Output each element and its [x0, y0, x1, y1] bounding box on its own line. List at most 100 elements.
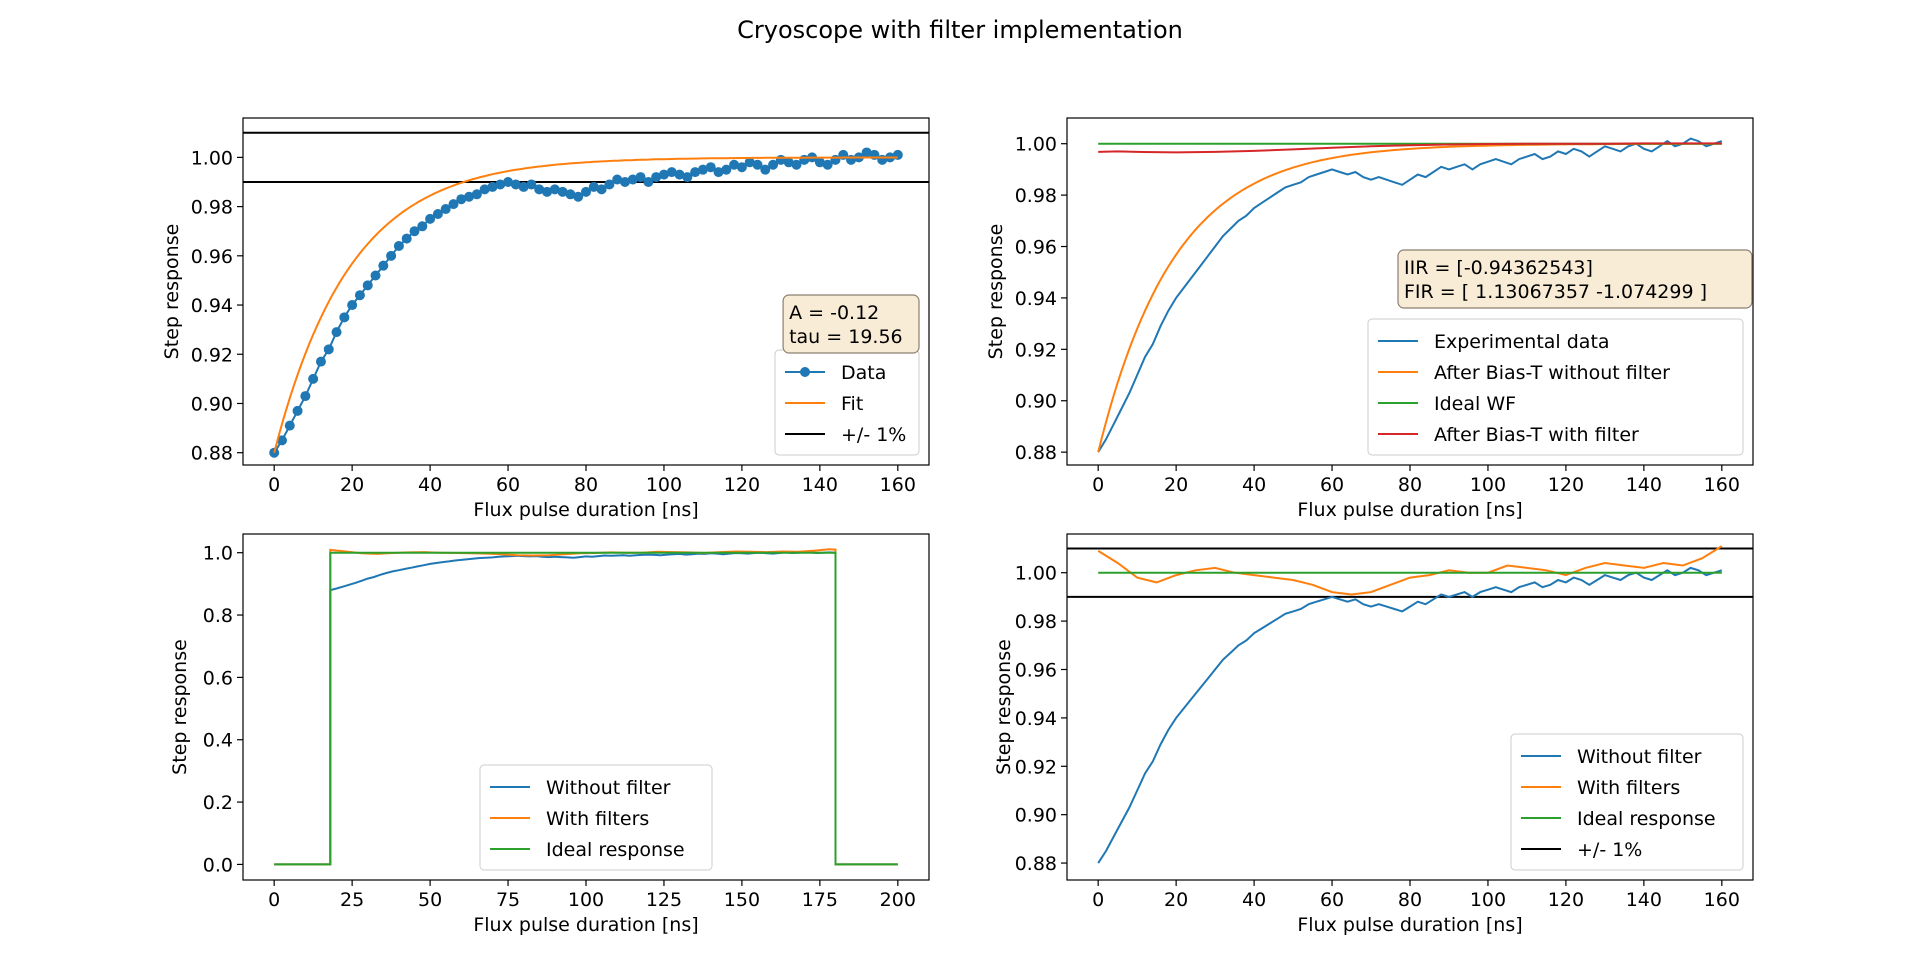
legend: Without filter With filters Ideal response [479, 764, 713, 871]
data-point [479, 184, 490, 195]
plot-filtered-step: 0 20 40 60 80 100 120 140 160 0.88 0.90 0.92 0.94 0.9… [993, 533, 1754, 936]
y-tick-label: 0.88 [1015, 853, 1057, 875]
x-tick-label: 100 [1470, 474, 1506, 496]
y-tick-label: 0.2 [203, 792, 233, 814]
data-point [526, 179, 537, 190]
y-tick-label: 0.92 [1015, 756, 1057, 778]
x-axis-label: Flux pulse duration [ns] [473, 914, 698, 936]
legend: Data Fit +/- 1% [774, 349, 920, 456]
x-tick-label: 20 [340, 474, 364, 496]
legend-label: After Bias-T with filter [1434, 424, 1639, 446]
data-point [557, 186, 568, 197]
series-line-experimental-data [1097, 137, 1723, 453]
data-point [713, 167, 724, 178]
plot-filter-design: 0 20 40 60 80 100 120 140 160 0.88 0.90 0.92 0.94 0.9… [985, 117, 1754, 521]
data-point [674, 169, 685, 180]
y-tick-label: 0.88 [1015, 442, 1057, 464]
x-tick-label: 50 [418, 889, 442, 911]
x-tick-label: 60 [1320, 889, 1344, 911]
data-point [503, 176, 514, 187]
data-point [495, 179, 506, 190]
data-point [627, 174, 638, 185]
y-tick-label: 0.96 [191, 246, 233, 268]
legend-marker [800, 367, 810, 377]
data-point [729, 159, 740, 170]
data-point [308, 373, 319, 384]
data-point [760, 164, 771, 175]
data-point [651, 172, 662, 183]
x-tick-label: 100 [646, 474, 682, 496]
x-tick-label: 140 [1626, 889, 1662, 911]
annotation-text: tau = 19.56 [789, 326, 903, 348]
data-point [542, 186, 553, 197]
legend-label: With filters [546, 808, 649, 830]
data-point [604, 179, 615, 190]
x-tick-label: 120 [724, 474, 760, 496]
data-point [323, 344, 334, 355]
data-point [658, 169, 669, 180]
y-tick-label: 0.4 [203, 730, 233, 752]
x-axis-label: Flux pulse duration [ns] [473, 499, 698, 521]
legend-label: Ideal response [1577, 808, 1716, 830]
data-point [284, 420, 295, 431]
y-axis-label: Step response [985, 224, 1007, 360]
data-point [690, 167, 701, 178]
y-axis-label: Step response [993, 639, 1015, 775]
data-point [471, 189, 482, 200]
plot-data-area [1067, 545, 1753, 864]
plot-pulse: 0 25 50 75 100 125 150 175 200 0.0 0.2 0.4 0.6 0.8 1.0… [169, 533, 930, 936]
data-point [347, 300, 358, 311]
x-tick-label: 160 [1704, 889, 1740, 911]
data-point [861, 147, 872, 158]
data-point [409, 226, 420, 237]
x-tick-label: 120 [1548, 474, 1584, 496]
data-point [744, 157, 755, 168]
data-point [588, 181, 599, 192]
legend: Without filter With filters Ideal response… [1510, 733, 1744, 871]
x-tick-label: 120 [1548, 889, 1584, 911]
data-point [752, 159, 763, 170]
data-point [315, 356, 326, 367]
y-tick-label: 0.92 [191, 344, 233, 366]
y-tick-label: 0.88 [191, 443, 233, 465]
y-tick-label: 0.96 [1015, 237, 1057, 259]
legend-label: Fit [841, 393, 863, 415]
x-tick-label: 20 [1164, 474, 1188, 496]
x-tick-label: 40 [418, 474, 442, 496]
y-tick-label: 1.00 [1015, 563, 1057, 585]
x-tick-label: 200 [880, 889, 916, 911]
data-point [596, 184, 607, 195]
data-point [736, 162, 747, 173]
data-point [581, 186, 591, 197]
data-point [354, 290, 365, 301]
legend-label: After Bias-T without filter [1434, 362, 1670, 384]
data-point [814, 157, 825, 168]
y-tick-label: 0.8 [203, 605, 233, 627]
plot-data-area [243, 131, 929, 458]
x-tick-label: 80 [574, 474, 598, 496]
legend-label: Ideal response [546, 839, 685, 861]
data-point [721, 164, 732, 175]
legend-label: With filters [1577, 777, 1680, 799]
x-tick-label: 80 [1398, 889, 1422, 911]
x-tick-label: 125 [646, 889, 682, 911]
legend-label: +/- 1% [841, 424, 906, 446]
data-point [783, 157, 794, 168]
x-tick-label: 60 [1320, 474, 1344, 496]
y-tick-label: 1.00 [1015, 134, 1057, 156]
legend-box [1510, 733, 1744, 871]
y-tick-label: 0.90 [1015, 391, 1057, 413]
legend-label: Ideal WF [1434, 393, 1516, 415]
legend-box [479, 764, 713, 871]
figure-title: Cryoscope with filter implementation [737, 16, 1183, 44]
series-line-without-filter [1097, 566, 1723, 864]
x-tick-label: 140 [802, 474, 838, 496]
series-line-fit [273, 156, 898, 453]
data-point [612, 174, 623, 185]
x-tick-label: 0 [1092, 474, 1104, 496]
x-tick-label: 150 [724, 889, 760, 911]
series-line-with-filters [1097, 545, 1723, 596]
x-tick-label: 0 [268, 474, 280, 496]
plot-fit: 0 20 40 60 80 100 120 140 160 0.88 0.90 0.92 0.94 0.9… [161, 117, 930, 521]
data-point [549, 184, 560, 195]
